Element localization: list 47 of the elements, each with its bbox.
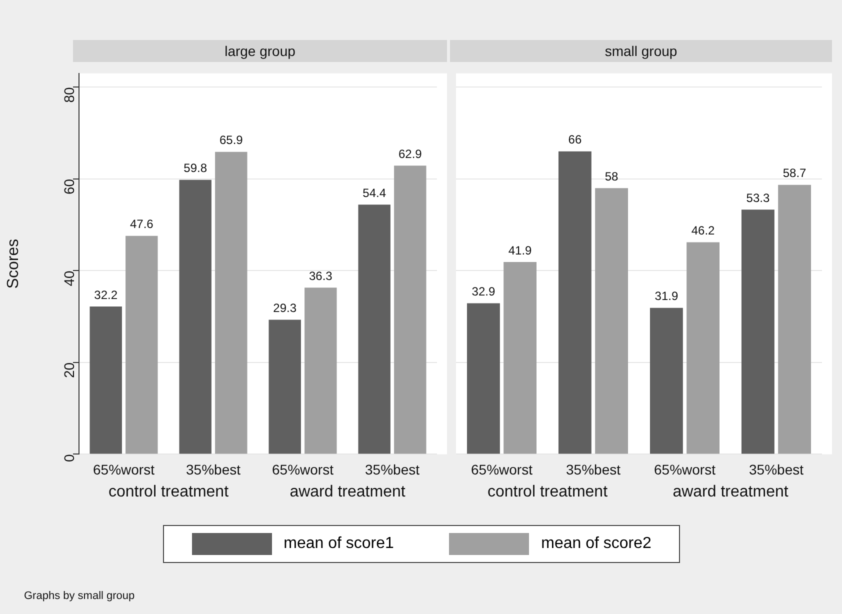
data-label: 29.3 [273, 301, 297, 316]
legend-label: mean of score1 [284, 535, 394, 553]
bar [595, 188, 628, 454]
bar [466, 303, 500, 454]
data-label: 46.2 [691, 224, 716, 238]
text: control treatment [487, 484, 608, 501]
text: Graphs by small group [24, 590, 135, 602]
y-axis-title: Scores [5, 238, 22, 289]
y-tick-label: 60 [60, 178, 77, 194]
data-label: 54.4 [362, 186, 386, 200]
bar [741, 210, 774, 454]
y-tick-label: 80 [60, 86, 77, 103]
y-tick-label: 0 [60, 454, 77, 462]
text: award treatment [672, 484, 789, 501]
x-tick-label: 35%best [749, 461, 804, 478]
data-label: 58.7 [782, 166, 807, 180]
data-label: 59.8 [184, 161, 208, 176]
data-label: 31.9 [654, 289, 678, 304]
data-label: 53.3 [746, 190, 770, 205]
x-tick-label: 35%best [365, 461, 420, 478]
bar [558, 151, 592, 454]
y-tick-label: 40 [60, 270, 77, 286]
x-tick-label: 35%best [566, 461, 621, 478]
x-tick-label: 65%worst [93, 461, 155, 478]
x-tick-label: 65%worst [272, 461, 334, 478]
data-label: 41.9 [508, 243, 532, 258]
y-tick-label: 20 [60, 362, 77, 378]
text: award treatment [290, 484, 406, 501]
chart-title: small group [450, 40, 832, 62]
bar [504, 262, 537, 454]
data-label: 32.2 [94, 288, 118, 302]
x-tick-label: 65%worst [471, 461, 533, 478]
data-label: 58 [604, 169, 619, 184]
data-label: 47.6 [130, 217, 154, 232]
data-label: 65.9 [219, 133, 244, 148]
legend-label: mean of score2 [541, 535, 652, 553]
data-label: 32.9 [472, 284, 496, 299]
bar [650, 308, 683, 454]
text: control treatment [108, 484, 230, 501]
x-tick-label: 35%best [186, 461, 241, 478]
data-label: 62.9 [398, 146, 422, 161]
chart-title: large group [73, 40, 447, 62]
data-label: 36.3 [308, 268, 333, 283]
bar [686, 242, 720, 454]
bar [778, 184, 812, 454]
data-label: 66 [568, 132, 582, 147]
x-tick-label: 65%worst [654, 461, 716, 478]
